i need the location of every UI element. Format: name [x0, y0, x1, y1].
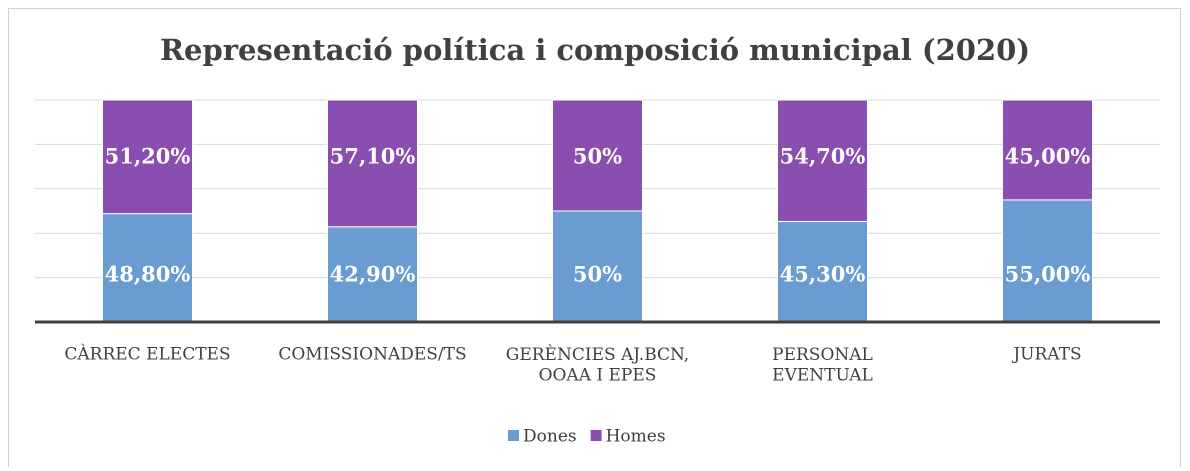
x-tick-label: COMISSIONADES/TS	[278, 345, 466, 365]
data-label: 51,20%	[105, 144, 191, 169]
x-tick-label: GERÈNCIES AJ.BCN, OOAA I EPES	[506, 344, 689, 385]
data-label: 48,80%	[105, 262, 191, 287]
data-label: 57,10%	[330, 144, 416, 169]
legend-label: Homes	[606, 427, 666, 447]
legend-label: Dones	[523, 427, 577, 447]
bar-segment	[777, 99, 868, 222]
data-label: 42,90%	[330, 262, 416, 287]
bar-segment	[327, 99, 418, 228]
data-label: 50%	[573, 262, 622, 287]
x-tick-label: PERSONAL EVENTUAL	[772, 345, 873, 385]
x-tick-label: CÀRREC ELECTES	[64, 344, 230, 365]
bar-segment	[102, 99, 193, 215]
data-label: 45,30%	[780, 262, 866, 287]
chart-title: Representació política i composició muni…	[160, 33, 1030, 67]
bar-segment	[777, 220, 868, 323]
bar-segment	[1002, 199, 1093, 323]
data-label: 55,00%	[1005, 262, 1091, 287]
data-label: 50%	[573, 144, 622, 169]
bar-segment	[552, 210, 643, 323]
legend-swatch	[508, 430, 519, 441]
data-label: 54,70%	[780, 144, 866, 169]
data-label: 45,00%	[1005, 144, 1091, 169]
legend-swatch	[590, 430, 602, 441]
bar-segment	[552, 99, 643, 212]
x-tick-label: JURATS	[1011, 345, 1081, 365]
bar-segment	[1002, 99, 1093, 201]
